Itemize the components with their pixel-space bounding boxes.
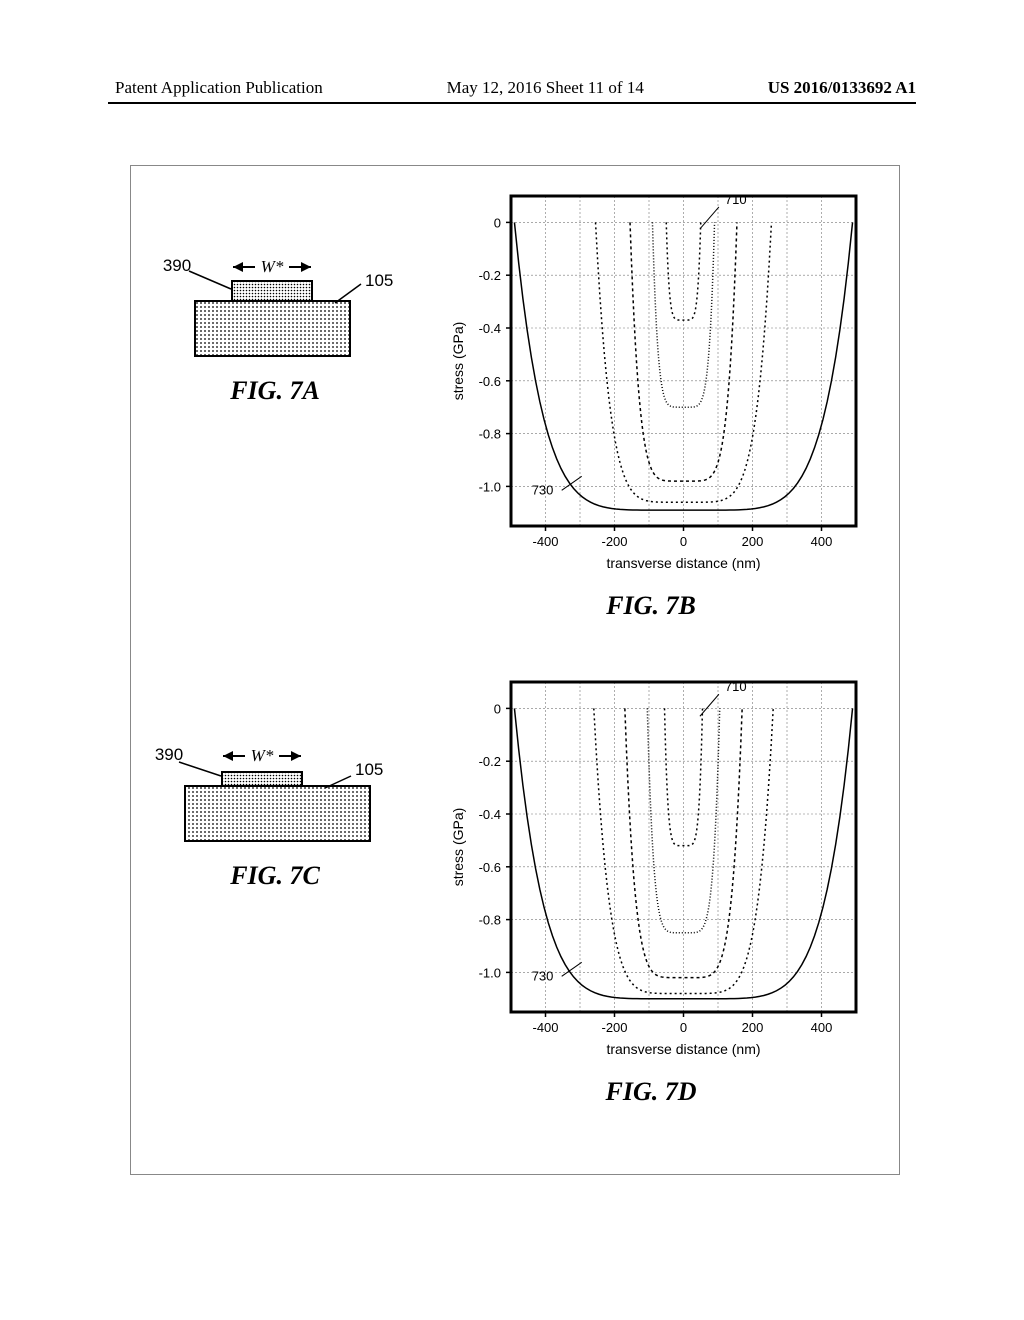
svg-text:400: 400	[811, 1020, 833, 1035]
fig-7b: -400 -200 0 200 400 0 -0.2 -0.4 -0.6 -0.8 -1.0 tran…	[431, 186, 871, 621]
fig-7a: W* 390 105 FIG. 7A	[155, 241, 395, 406]
fig-7d-caption: FIG. 7D	[431, 1077, 871, 1107]
svg-text:200: 200	[742, 1020, 764, 1035]
figure-frame: W* 390 105 FIG. 7A	[130, 165, 900, 1175]
fig-7b-chart: -400 -200 0 200 400 0 -0.2 -0.4 -0.6 -0.8 -1.0 tran…	[431, 186, 871, 578]
svg-text:-1.0: -1.0	[479, 479, 501, 494]
fig-7a-caption: FIG. 7A	[155, 376, 395, 406]
svg-text:stress (GPa): stress (GPa)	[450, 322, 466, 401]
svg-text:710: 710	[725, 192, 747, 207]
fig-7a-svg: W* 390 105	[155, 241, 395, 366]
svg-text:0: 0	[494, 215, 501, 230]
svg-text:-0.4: -0.4	[479, 807, 501, 822]
svg-text:-0.2: -0.2	[479, 754, 501, 769]
svg-text:730: 730	[532, 968, 554, 983]
fig-7a-width-label: W*	[261, 257, 284, 276]
svg-text:-0.6: -0.6	[479, 860, 501, 875]
fig-7c-label-105: 105	[355, 760, 383, 779]
fig-7c-label-390: 390	[155, 745, 183, 764]
svg-text:-0.4: -0.4	[479, 321, 501, 336]
svg-text:-200: -200	[601, 534, 627, 549]
svg-text:-400: -400	[532, 1020, 558, 1035]
svg-text:-1.0: -1.0	[479, 965, 501, 980]
svg-text:transverse distance (nm): transverse distance (nm)	[606, 555, 760, 571]
svg-text:0: 0	[680, 1020, 687, 1035]
svg-text:-0.6: -0.6	[479, 374, 501, 389]
svg-text:-200: -200	[601, 1020, 627, 1035]
fig-7c-svg: W* 390 105	[155, 726, 395, 851]
fig-7d: -400 -200 0 200 400 0 -0.2 -0.4 -0.6 -0.8 -1.0 tran…	[431, 672, 871, 1107]
svg-text:-0.8: -0.8	[479, 427, 501, 442]
fig-7c-width-label: W*	[251, 746, 274, 765]
svg-text:730: 730	[532, 482, 554, 497]
header-right: US 2016/0133692 A1	[768, 78, 916, 98]
svg-text:0: 0	[680, 534, 687, 549]
header-center: May 12, 2016 Sheet 11 of 14	[447, 78, 644, 98]
svg-text:0: 0	[494, 701, 501, 716]
svg-text:400: 400	[811, 534, 833, 549]
header-left: Patent Application Publication	[115, 78, 323, 98]
svg-text:-0.2: -0.2	[479, 268, 501, 283]
svg-text:-0.8: -0.8	[479, 913, 501, 928]
svg-text:-400: -400	[532, 534, 558, 549]
fig-7a-label-390: 390	[163, 256, 191, 275]
fig-7d-chart: -400 -200 0 200 400 0 -0.2 -0.4 -0.6 -0.8 -1.0 tran…	[431, 672, 871, 1064]
fig-7a-label-105: 105	[365, 271, 393, 290]
fig-7b-caption: FIG. 7B	[431, 591, 871, 621]
svg-text:710: 710	[725, 679, 747, 694]
svg-text:stress (GPa): stress (GPa)	[450, 808, 466, 887]
fig-7c: W* 390 105 FIG. 7C	[155, 726, 395, 891]
svg-text:transverse distance (nm): transverse distance (nm)	[606, 1041, 760, 1057]
fig-7c-caption: FIG. 7C	[155, 861, 395, 891]
svg-text:200: 200	[742, 534, 764, 549]
header-rule	[108, 102, 916, 104]
page-header: Patent Application Publication May 12, 2…	[0, 78, 1024, 98]
